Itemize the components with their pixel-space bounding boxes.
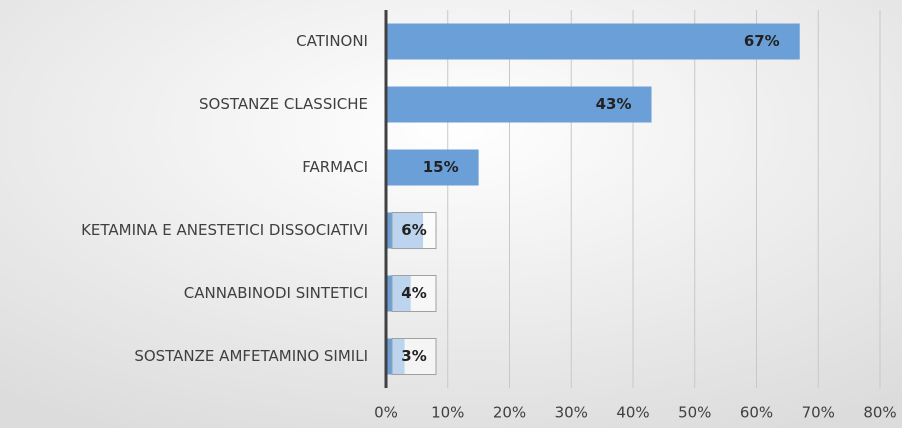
y-tick-label: SOSTANZE AMFETAMINO SIMILI	[134, 347, 368, 365]
x-tick-label: 80%	[863, 404, 896, 422]
y-tick-label: CATINONI	[296, 32, 368, 50]
data-label: 6%	[401, 221, 426, 239]
data-label-box	[391, 338, 437, 375]
x-tick-label: 60%	[740, 404, 773, 422]
data-label: 43%	[596, 95, 632, 113]
bar	[386, 23, 800, 60]
y-tick-label: CANNABINODI SINTETICI	[184, 284, 368, 302]
data-label: 3%	[401, 347, 426, 365]
data-label: 4%	[401, 284, 426, 302]
y-tick-label: FARMACI	[302, 158, 368, 176]
bar	[386, 149, 479, 186]
y-tick-label: KETAMINA E ANESTETICI DISSOCIATIVI	[81, 221, 368, 239]
x-tick-label: 0%	[374, 404, 398, 422]
y-tick-label: SOSTANZE CLASSICHE	[199, 95, 368, 113]
data-label-box	[391, 275, 437, 312]
x-tick-label: 30%	[555, 404, 588, 422]
bar	[386, 86, 652, 123]
x-tick-label: 40%	[616, 404, 649, 422]
x-tick-label: 20%	[493, 404, 526, 422]
x-tick-label: 10%	[431, 404, 464, 422]
data-label: 15%	[423, 158, 459, 176]
x-tick-label: 50%	[678, 404, 711, 422]
x-tick-label: 70%	[802, 404, 835, 422]
data-label: 67%	[744, 32, 780, 50]
data-label-box	[391, 212, 437, 249]
